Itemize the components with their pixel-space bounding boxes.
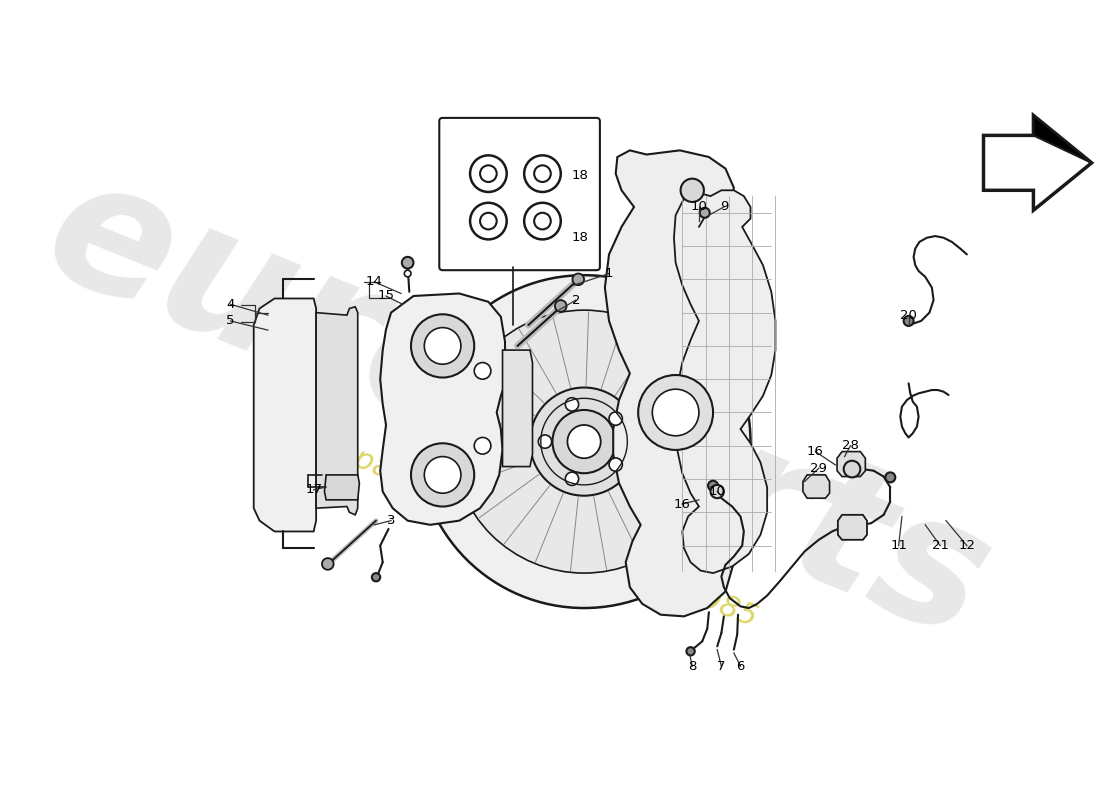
Text: 5: 5 — [227, 314, 234, 327]
Circle shape — [711, 485, 724, 498]
Circle shape — [700, 208, 710, 218]
Circle shape — [525, 202, 561, 239]
Circle shape — [886, 472, 895, 482]
FancyBboxPatch shape — [439, 118, 600, 270]
Text: 18: 18 — [572, 169, 588, 182]
Text: 17: 17 — [305, 483, 322, 496]
Polygon shape — [674, 190, 775, 573]
Circle shape — [565, 398, 579, 411]
Text: 18: 18 — [572, 231, 588, 244]
Circle shape — [609, 458, 623, 471]
Text: 1: 1 — [605, 267, 614, 280]
Circle shape — [474, 362, 491, 379]
Polygon shape — [838, 515, 867, 540]
Text: 15: 15 — [377, 290, 395, 302]
Circle shape — [530, 387, 638, 496]
Polygon shape — [837, 451, 866, 477]
Polygon shape — [324, 475, 360, 500]
Circle shape — [609, 412, 623, 426]
Polygon shape — [1033, 115, 1091, 163]
Circle shape — [425, 457, 461, 493]
Text: 29: 29 — [811, 462, 827, 474]
Text: europarts: europarts — [22, 140, 1013, 677]
Text: 9: 9 — [719, 201, 728, 214]
Circle shape — [638, 375, 713, 450]
Circle shape — [538, 435, 551, 448]
Circle shape — [480, 166, 497, 182]
Circle shape — [322, 558, 333, 570]
Text: 10: 10 — [691, 201, 707, 214]
Circle shape — [686, 647, 695, 655]
Text: 10: 10 — [708, 485, 726, 498]
Circle shape — [452, 310, 716, 573]
Circle shape — [652, 389, 698, 436]
Circle shape — [405, 270, 411, 277]
Circle shape — [411, 443, 474, 506]
Text: 14: 14 — [366, 275, 383, 288]
Circle shape — [480, 213, 497, 230]
Polygon shape — [605, 150, 742, 616]
Text: 20: 20 — [900, 309, 917, 322]
Text: 8: 8 — [689, 660, 696, 673]
Text: 21: 21 — [932, 539, 948, 552]
Text: 11: 11 — [890, 539, 908, 552]
Polygon shape — [983, 115, 1091, 210]
Polygon shape — [316, 307, 358, 515]
Circle shape — [535, 213, 551, 230]
Text: 12: 12 — [958, 539, 976, 552]
Circle shape — [470, 202, 507, 239]
Text: 16: 16 — [807, 445, 824, 458]
Circle shape — [681, 178, 704, 202]
Text: 16: 16 — [674, 498, 691, 510]
Circle shape — [903, 316, 914, 326]
Circle shape — [552, 410, 616, 474]
Circle shape — [425, 328, 461, 364]
Text: 7: 7 — [717, 660, 726, 673]
Text: 6: 6 — [736, 660, 745, 673]
Polygon shape — [381, 294, 505, 525]
Circle shape — [411, 314, 474, 378]
Circle shape — [565, 472, 579, 486]
Circle shape — [470, 155, 507, 192]
Polygon shape — [803, 475, 829, 498]
Circle shape — [572, 274, 584, 285]
Text: a passion for parts since 1985: a passion for parts since 1985 — [323, 434, 761, 633]
Circle shape — [554, 300, 566, 312]
Circle shape — [402, 257, 414, 269]
Circle shape — [568, 425, 601, 458]
Circle shape — [418, 275, 750, 608]
Circle shape — [474, 438, 491, 454]
Text: 28: 28 — [842, 439, 859, 452]
Circle shape — [708, 481, 718, 490]
Circle shape — [372, 573, 381, 582]
Circle shape — [535, 166, 551, 182]
Polygon shape — [254, 298, 316, 531]
Text: 2: 2 — [572, 294, 580, 306]
Text: 3: 3 — [387, 514, 395, 527]
Circle shape — [525, 155, 561, 192]
Polygon shape — [503, 350, 532, 466]
Text: 4: 4 — [227, 298, 234, 311]
Circle shape — [844, 461, 860, 478]
